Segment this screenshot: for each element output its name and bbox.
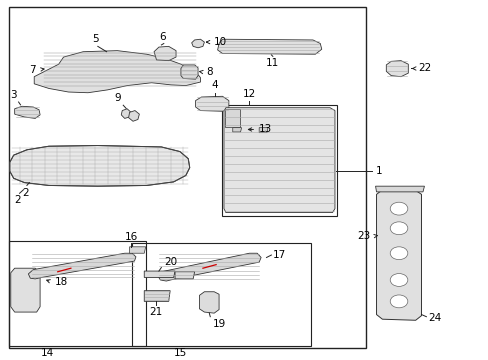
Text: 21: 21 xyxy=(148,307,162,317)
Text: 7: 7 xyxy=(29,64,36,75)
Polygon shape xyxy=(376,190,421,320)
Text: 24: 24 xyxy=(427,313,441,323)
Polygon shape xyxy=(10,145,189,186)
Polygon shape xyxy=(34,51,200,93)
Polygon shape xyxy=(191,39,204,48)
Bar xyxy=(132,243,310,346)
Polygon shape xyxy=(121,109,131,118)
Text: 13: 13 xyxy=(259,125,272,135)
Polygon shape xyxy=(157,253,261,281)
Polygon shape xyxy=(224,108,334,212)
Polygon shape xyxy=(224,109,239,127)
Text: 22: 22 xyxy=(417,63,430,73)
Polygon shape xyxy=(217,39,321,54)
Circle shape xyxy=(389,274,407,287)
Text: 18: 18 xyxy=(55,277,68,287)
Text: 12: 12 xyxy=(242,89,256,99)
Polygon shape xyxy=(28,253,136,279)
Polygon shape xyxy=(144,291,170,301)
Polygon shape xyxy=(199,292,219,313)
Text: 16: 16 xyxy=(124,232,138,242)
Text: 15: 15 xyxy=(173,348,186,358)
Circle shape xyxy=(389,202,407,215)
Bar xyxy=(16,287,34,294)
Text: 2: 2 xyxy=(22,188,29,198)
Polygon shape xyxy=(129,247,145,253)
Polygon shape xyxy=(386,60,407,77)
Polygon shape xyxy=(128,111,139,121)
Text: 3: 3 xyxy=(10,90,17,100)
Polygon shape xyxy=(175,272,194,279)
Text: 14: 14 xyxy=(41,348,55,358)
Bar xyxy=(9,241,145,346)
Bar xyxy=(9,7,365,348)
Polygon shape xyxy=(154,46,176,60)
Circle shape xyxy=(389,222,407,235)
Bar xyxy=(222,105,337,216)
Polygon shape xyxy=(181,65,198,79)
Polygon shape xyxy=(375,186,424,192)
Text: 8: 8 xyxy=(206,67,213,77)
Text: 5: 5 xyxy=(92,34,99,44)
Text: 17: 17 xyxy=(272,250,285,260)
Text: 9: 9 xyxy=(114,94,121,103)
Text: 10: 10 xyxy=(214,37,227,47)
Text: 6: 6 xyxy=(159,32,165,42)
Text: 4: 4 xyxy=(211,80,218,90)
Text: 2: 2 xyxy=(14,195,21,206)
Text: 19: 19 xyxy=(212,319,225,329)
Circle shape xyxy=(389,247,407,260)
Circle shape xyxy=(389,295,407,308)
Text: 11: 11 xyxy=(265,58,279,68)
Polygon shape xyxy=(144,271,175,278)
Polygon shape xyxy=(11,268,40,312)
Polygon shape xyxy=(259,128,267,133)
Text: 23: 23 xyxy=(357,231,370,241)
Bar xyxy=(16,299,34,307)
Polygon shape xyxy=(15,106,40,118)
Polygon shape xyxy=(232,128,241,132)
Text: 20: 20 xyxy=(163,257,177,267)
Polygon shape xyxy=(195,96,228,111)
Text: 1: 1 xyxy=(375,166,382,176)
Bar xyxy=(234,146,295,185)
Bar xyxy=(16,274,34,282)
